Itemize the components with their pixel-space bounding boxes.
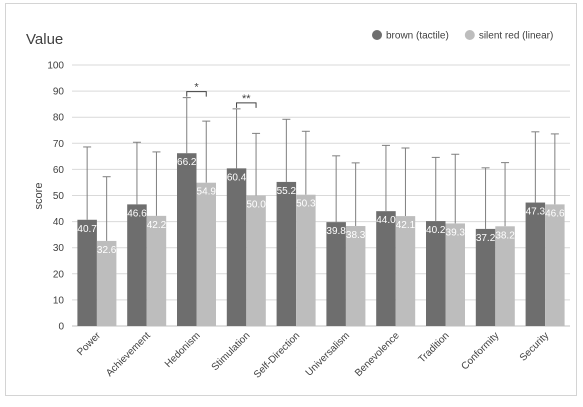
x-tick-label: Achievement [104,330,153,379]
data-label: 40.7 [77,224,97,235]
data-label: 55.2 [277,186,297,197]
data-label: 50.3 [296,199,316,210]
data-label: 47.3 [526,207,546,218]
bar [525,202,546,326]
error-bars [83,97,559,241]
y-tick-label: 100 [47,61,64,72]
y-axis-ticks: 0 10 20 30 40 50 60 70 80 90 100 [47,61,64,333]
data-label: 32.6 [97,245,117,256]
x-tick-label: Security [518,330,551,363]
bar [96,240,117,326]
data-label: 39.3 [446,227,466,238]
x-tick-label: Stimulation [210,330,253,373]
data-label: 66.2 [177,157,197,168]
x-tick-label: Universalism [304,330,352,378]
x-axis-categories: Power Achievement Hedonism Stimulation Self-… [75,330,551,381]
legend: brown (tactile) silent red (linear) [372,30,553,42]
data-label: 37.2 [476,233,496,244]
chart-frame: Value brown (tactile) silent red (linear)… [5,3,577,396]
bar [246,195,266,326]
data-label: 38.2 [495,230,515,241]
bar [376,211,396,326]
y-tick-label: 30 [53,243,65,254]
bar [345,226,366,326]
y-tick-label: 0 [58,322,64,333]
data-label: 50.0 [246,200,266,211]
bar [495,226,515,326]
x-tick-label: Benevolence [353,330,402,379]
data-label: 39.8 [326,226,346,237]
data-label: 54.9 [197,187,217,198]
y-axis-label: score [33,183,45,210]
bar [196,182,216,326]
significance-bracket [236,102,257,108]
significance-markers: *** [186,82,257,108]
data-label: 46.6 [545,208,565,219]
bar-chart: Value brown (tactile) silent red (linear)… [26,30,570,381]
x-tick-label: Conformity [459,330,501,372]
y-tick-label: 80 [53,113,65,124]
data-label: 42.2 [147,220,167,231]
bar [127,204,147,326]
bars [77,153,565,326]
significance-label: ** [242,93,251,105]
data-label: 44.0 [376,215,396,226]
bar [326,222,346,326]
bar [426,221,446,326]
legend-label: brown (tactile) [386,31,449,42]
y-tick-label: 40 [53,217,65,228]
y-tick-label: 90 [53,87,65,98]
significance-label: * [194,82,199,94]
x-tick-label: Tradition [417,330,452,365]
x-tick-label: Self-Direction [252,330,302,380]
bar [545,204,565,326]
y-tick-label: 70 [53,139,65,150]
legend-swatch [464,30,475,40]
bar [276,181,297,326]
bar [445,223,465,326]
legend-swatch [372,30,382,40]
y-tick-label: 50 [53,191,65,202]
legend-label: silent red (linear) [479,31,553,42]
x-tick-label: Power [75,330,103,358]
bar [226,168,247,326]
bar [475,228,496,326]
bar [146,215,167,326]
bar [296,194,316,326]
data-label: 38.3 [346,230,366,241]
bar [77,219,97,326]
y-tick-label: 10 [53,295,65,306]
data-labels: 40.732.646.642.266.254.960.450.055.250.3… [77,157,565,256]
significance-bracket [186,91,207,97]
chart-title: Value [26,31,63,48]
y-tick-label: 60 [53,165,65,176]
y-tick-label: 20 [53,269,65,280]
bar [395,216,416,326]
data-label: 42.1 [396,220,416,231]
x-tick-label: Hedonism [163,330,203,370]
data-label: 40.2 [426,225,446,236]
bar [177,153,197,326]
data-label: 46.6 [127,208,147,219]
data-label: 60.4 [227,172,247,183]
